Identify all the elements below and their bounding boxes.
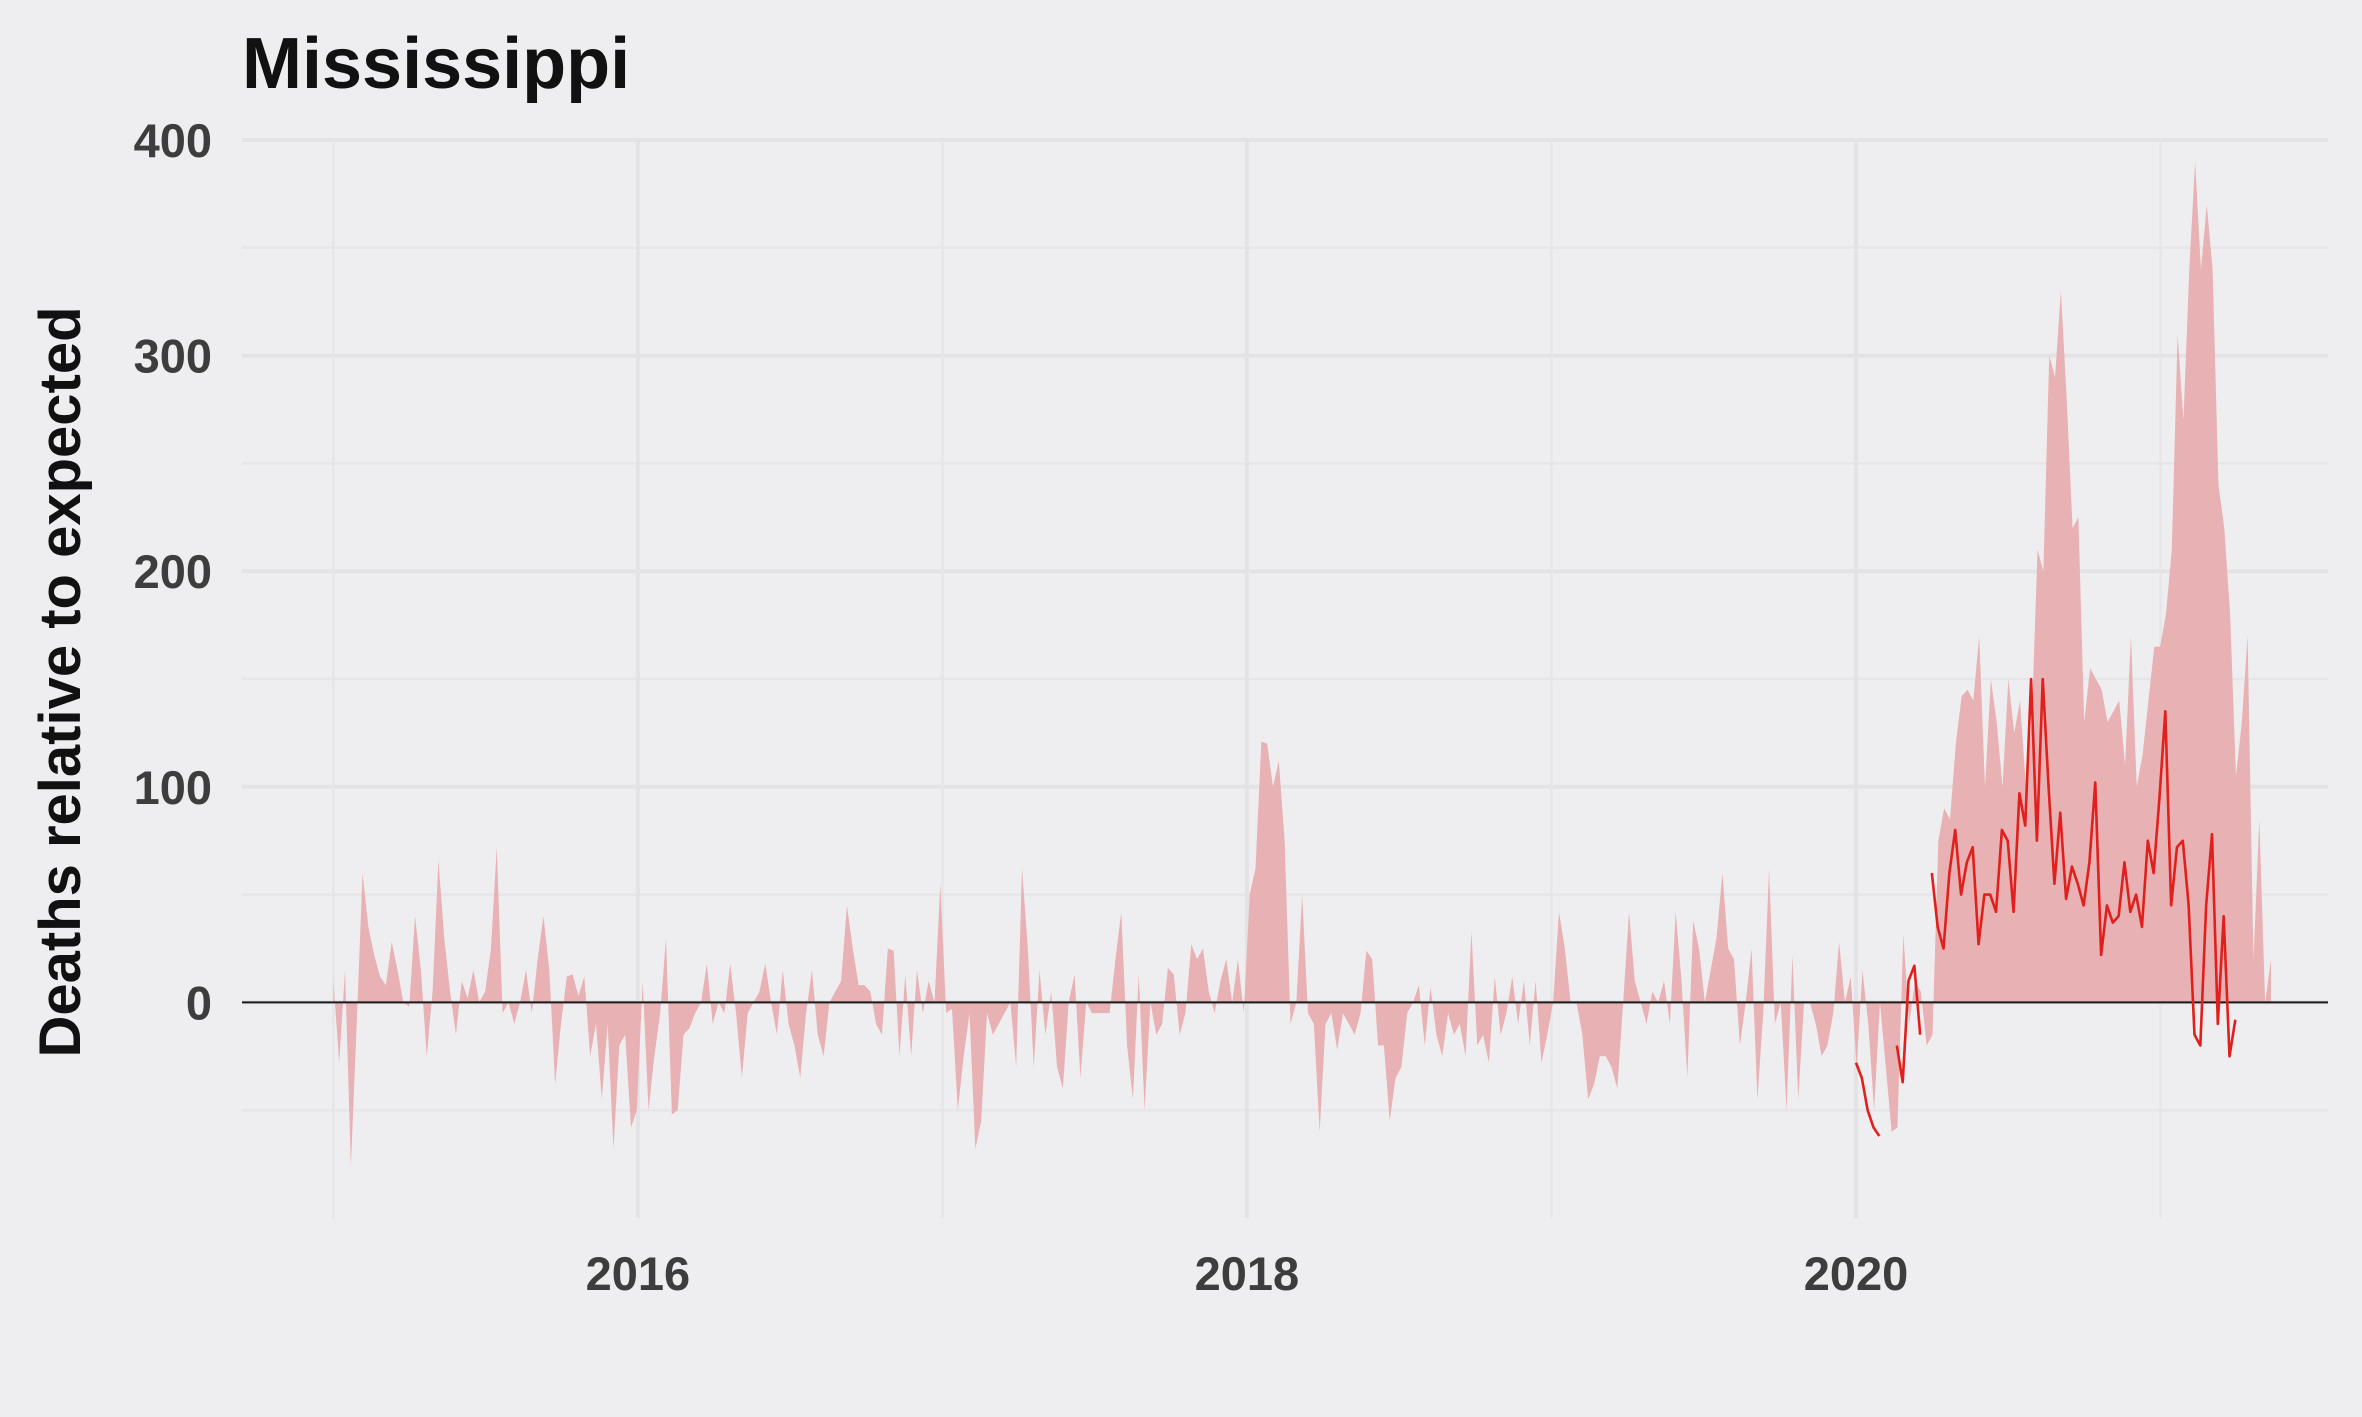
y-tick-label: 300 [134,330,212,383]
area-series [333,161,2271,1167]
y-tick-label: 100 [134,761,212,814]
line-series [1854,677,2237,1137]
y-tick-label: 0 [186,976,212,1029]
y-axis-label: Deaths relative to expected [28,306,93,1057]
x-tick-label: 2018 [1195,1247,1300,1300]
x-tick-labels: 2016 2018 2020 [586,1247,1909,1300]
y-tick-label: 200 [134,545,212,598]
grid [242,138,2328,1218]
chart-title: Mississippi [242,24,630,104]
y-tick-labels: 0 100 200 300 400 [134,114,212,1029]
x-tick-label: 2016 [586,1247,691,1300]
excess-deaths-area [333,161,2271,1167]
excess-deaths-line [1854,677,2237,1137]
y-tick-label: 400 [134,114,212,167]
x-tick-label: 2020 [1804,1247,1909,1300]
